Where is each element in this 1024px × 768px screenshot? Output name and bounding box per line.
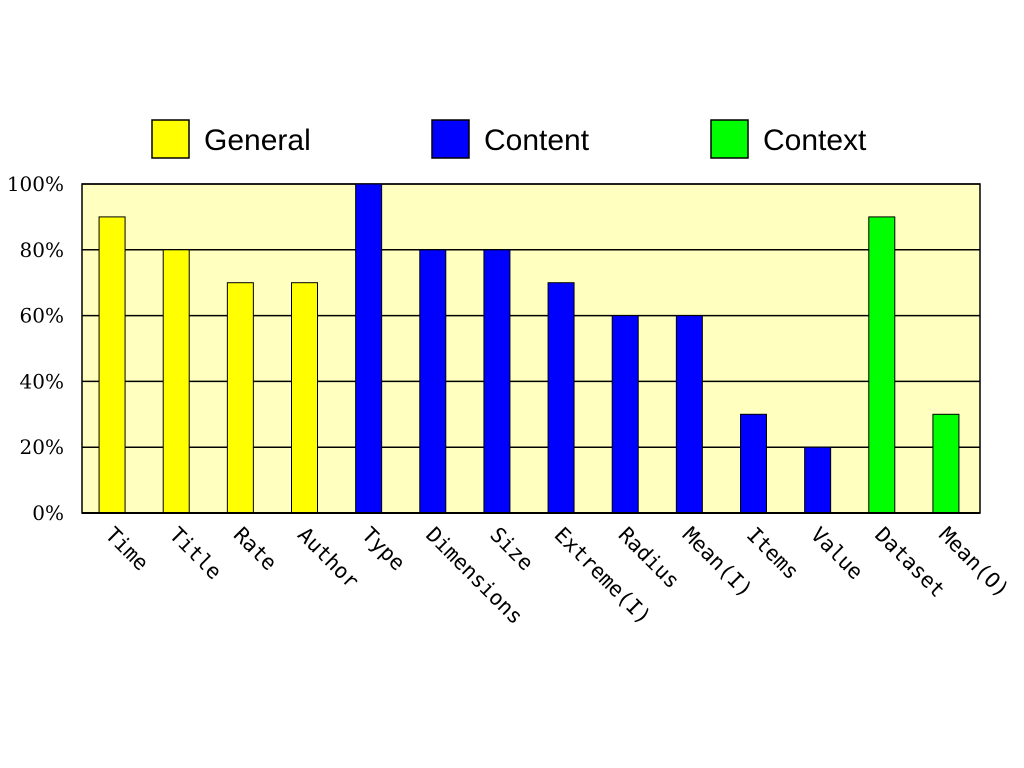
bar-rate xyxy=(226,282,254,514)
legend: General Content Context xyxy=(151,119,867,159)
y-tick-label: 60% xyxy=(20,304,64,328)
legend-label: Context xyxy=(763,124,867,157)
x-tick-label: Mean(O) xyxy=(934,523,1014,603)
y-tick-label: 0% xyxy=(32,501,64,525)
legend-swatch xyxy=(431,119,470,159)
x-tick-label: Dataset xyxy=(870,523,950,603)
x-tick-label: Items xyxy=(742,523,804,585)
x-tick-label: Size xyxy=(485,523,538,576)
y-tick-label: 80% xyxy=(20,238,64,262)
bar-type xyxy=(355,183,383,514)
legend-swatch xyxy=(710,119,749,159)
y-tick-label: 100% xyxy=(7,172,64,196)
bars xyxy=(98,183,960,514)
bar-mean-i- xyxy=(675,315,703,514)
bar-value xyxy=(804,446,832,514)
bar-size xyxy=(483,249,511,514)
y-axis: 0% 20% 40% 60% 80% 100% xyxy=(7,172,64,525)
bar-extreme-i- xyxy=(547,282,575,514)
x-tick-label: Rate xyxy=(229,523,282,576)
x-tick-label: Time xyxy=(101,523,154,576)
x-tick-label: Title xyxy=(165,523,227,585)
bar-items xyxy=(740,413,767,514)
x-tick-label: Type xyxy=(357,523,410,576)
bar-dimensions xyxy=(419,249,447,514)
bar-time xyxy=(98,216,126,514)
bar-mean-o- xyxy=(932,413,960,514)
bar-dataset xyxy=(868,216,896,514)
legend-swatch xyxy=(151,119,190,159)
x-tick-label: Value xyxy=(806,523,868,585)
x-tick-label: Mean(I) xyxy=(678,523,758,603)
legend-label: Content xyxy=(484,124,590,157)
x-tick-label: Author xyxy=(293,523,364,594)
legend-label: General xyxy=(204,124,311,157)
bar-author xyxy=(291,282,318,514)
bar-title xyxy=(162,249,190,514)
plot-area xyxy=(81,183,981,514)
y-tick-label: 40% xyxy=(20,369,64,393)
y-tick-label: 20% xyxy=(20,435,64,459)
bar-radius xyxy=(611,315,639,514)
